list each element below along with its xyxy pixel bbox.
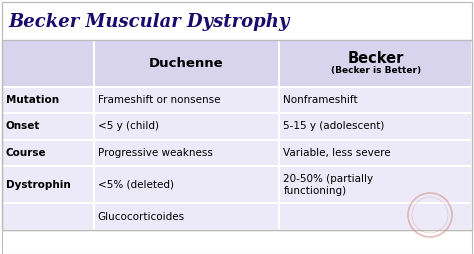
Text: <5 y (child): <5 y (child) [98,121,159,132]
Bar [2,166,94,203]
Text: Nonframeshift: Nonframeshift [283,95,358,105]
Bar [279,166,472,203]
Bar [2,140,94,166]
Text: Frameshift or nonsense: Frameshift or nonsense [98,95,220,105]
Bar [279,203,472,230]
Bar [94,203,279,230]
Text: 5-15 y (adolescent): 5-15 y (adolescent) [283,121,385,132]
Bar [279,40,472,87]
Text: Dystrophin: Dystrophin [6,180,71,190]
Text: 20-50% (partially
functioning): 20-50% (partially functioning) [283,174,374,196]
Bar [279,113,472,140]
Bar [279,87,472,113]
Text: Course: Course [6,148,46,158]
Bar [94,40,279,87]
Bar [94,87,279,113]
Bar [94,113,279,140]
Bar [279,140,472,166]
Text: Progressive weakness: Progressive weakness [98,148,212,158]
Bar [2,2,472,40]
Text: Mutation: Mutation [6,95,59,105]
Text: Becker: Becker [347,51,404,66]
Text: <5% (deleted): <5% (deleted) [98,180,173,190]
Text: Onset: Onset [6,121,40,132]
Bar [2,230,472,254]
Bar [2,87,94,113]
Text: Glucocorticoides: Glucocorticoides [98,212,185,222]
Bar [2,203,94,230]
Bar [2,40,94,87]
Bar [2,40,472,230]
Text: Becker Muscular Dystrophy: Becker Muscular Dystrophy [8,13,289,31]
Text: (Becker is Better): (Becker is Better) [330,66,421,75]
Text: Variable, less severe: Variable, less severe [283,148,391,158]
Bar [2,2,472,230]
Bar [94,166,279,203]
Text: Duchenne: Duchenne [149,57,224,70]
Bar [94,140,279,166]
Bar [2,113,94,140]
